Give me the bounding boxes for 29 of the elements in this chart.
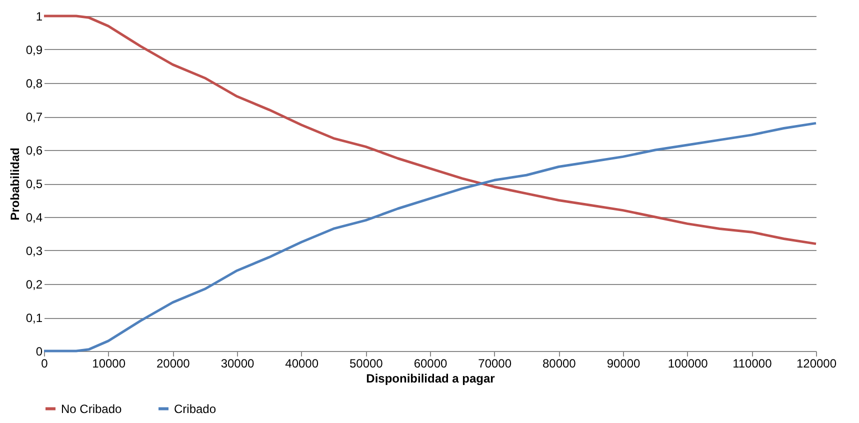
x-axis-title: Disponibilidad a pagar xyxy=(366,372,496,386)
y-axis-title: Probabilidad xyxy=(8,148,22,220)
x-tick-label: 40000 xyxy=(285,356,319,370)
x-tick-label: 20000 xyxy=(156,356,190,370)
x-tick-label: 80000 xyxy=(542,356,576,370)
y-tick-label: 1 xyxy=(36,10,43,24)
y-tick-label: 0,3 xyxy=(26,244,43,258)
legend-label: No Cribado xyxy=(61,402,122,416)
x-tick-label: 100000 xyxy=(668,356,708,370)
y-tick-label: 0,5 xyxy=(26,177,43,191)
x-tick-label: 30000 xyxy=(220,356,255,370)
x-tick-label: 60000 xyxy=(414,356,448,370)
y-tick-label: 0,8 xyxy=(26,76,43,90)
y-tick-label: 0,7 xyxy=(26,110,43,124)
x-tick-label: 10000 xyxy=(92,356,126,370)
y-tick-label: 0,9 xyxy=(26,43,43,57)
legend-label: Cribado xyxy=(174,402,216,416)
x-tick-label: 120000 xyxy=(796,356,837,370)
x-tick-label: 50000 xyxy=(349,356,384,370)
y-tick-label: 0,1 xyxy=(26,311,43,325)
y-tick-label: 0,4 xyxy=(26,210,43,224)
y-tick-label: 0,2 xyxy=(26,278,43,292)
x-tick-label: 70000 xyxy=(478,356,512,370)
x-tick-label: 90000 xyxy=(606,356,641,370)
x-tick-label: 110000 xyxy=(732,356,772,370)
y-tick-label: 0 xyxy=(36,344,43,358)
y-tick-label: 0,6 xyxy=(26,144,43,158)
line-series xyxy=(42,14,818,246)
line-series xyxy=(42,122,818,352)
